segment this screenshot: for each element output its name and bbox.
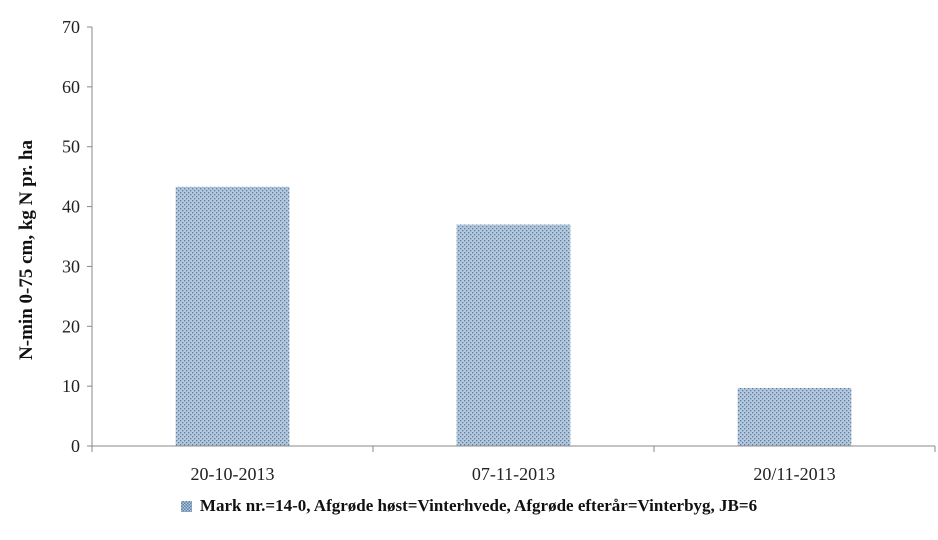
y-tick-label: 10 bbox=[62, 376, 80, 396]
x-tick-label: 20-10-2013 bbox=[191, 464, 275, 484]
bar-07-11-2013 bbox=[456, 224, 571, 446]
y-tick-label: 40 bbox=[62, 197, 80, 217]
x-tick-label: 20/11-2013 bbox=[753, 464, 835, 484]
x-tick-label: 07-11-2013 bbox=[472, 464, 555, 484]
bar-20/11-2013 bbox=[737, 387, 852, 446]
legend: Mark nr.=14-0, Afgrøde høst=Vinterhvede,… bbox=[0, 496, 938, 516]
legend-label: Mark nr.=14-0, Afgrøde høst=Vinterhvede,… bbox=[199, 496, 758, 515]
y-tick-label: 20 bbox=[62, 316, 80, 336]
bar-20-10-2013 bbox=[175, 186, 290, 446]
axes-layer bbox=[91, 27, 935, 447]
y-axis-title: N-min 0-75 cm, kg N pr. ha bbox=[16, 140, 37, 360]
y-tick-label: 70 bbox=[62, 17, 80, 37]
bars-layer bbox=[175, 186, 852, 446]
y-tick-label: 50 bbox=[62, 137, 80, 157]
y-tick-label: 0 bbox=[71, 436, 80, 456]
legend-swatch-icon bbox=[180, 501, 192, 512]
y-ticks: 0 10 20 30 40 50 60 70 bbox=[62, 17, 92, 456]
y-tick-label: 30 bbox=[62, 256, 80, 276]
x-ticks: 20-10-2013 07-11-2013 20/11-2013 bbox=[91, 446, 936, 484]
y-tick-label: 60 bbox=[62, 77, 80, 97]
